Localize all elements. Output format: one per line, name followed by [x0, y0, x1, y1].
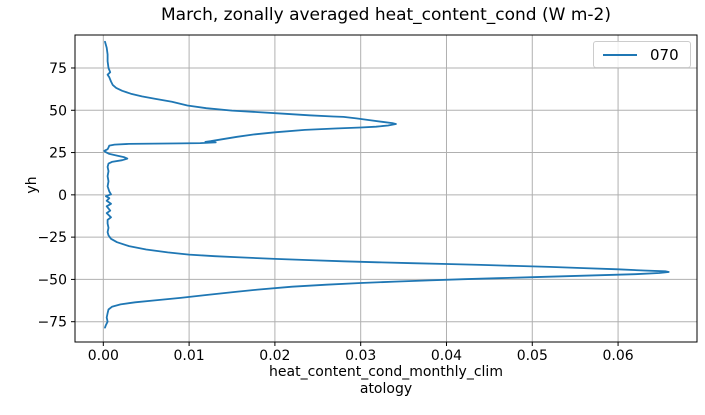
y-tick-label: 0 [58, 188, 67, 204]
x-tick-label: 0.00 [88, 348, 119, 364]
x-tick-label: 0.02 [259, 348, 290, 364]
y-tick-label: 75 [49, 61, 67, 77]
y-tick-label: −25 [37, 230, 67, 246]
x-tick-label: 0.03 [345, 348, 376, 364]
y-tick-label: 50 [49, 103, 67, 119]
x-axis-label-line1: heat_content_cond_monthly_clim [269, 364, 503, 380]
legend-label: 070 [650, 45, 679, 64]
y-tick-label: −50 [37, 272, 67, 288]
y-tick-label: −75 [37, 315, 67, 331]
x-axis-label: heat_content_cond_monthly_clim atology [75, 364, 697, 398]
x-tick-label: 0.01 [174, 348, 205, 364]
data-line-070 [103, 40, 670, 329]
x-tick-label: 0.05 [517, 348, 548, 364]
x-axis-label-line2: atology [359, 381, 413, 397]
y-axis-label: yh [24, 176, 40, 194]
x-tick-label: 0.04 [431, 348, 462, 364]
legend-line-sample [603, 53, 637, 56]
legend: 070 [593, 41, 691, 68]
y-tick-label: 25 [49, 146, 67, 162]
x-tick-label: 0.06 [602, 348, 633, 364]
axes-frame [74, 34, 698, 343]
chart-title: March, zonally averaged heat_content_con… [161, 5, 611, 25]
